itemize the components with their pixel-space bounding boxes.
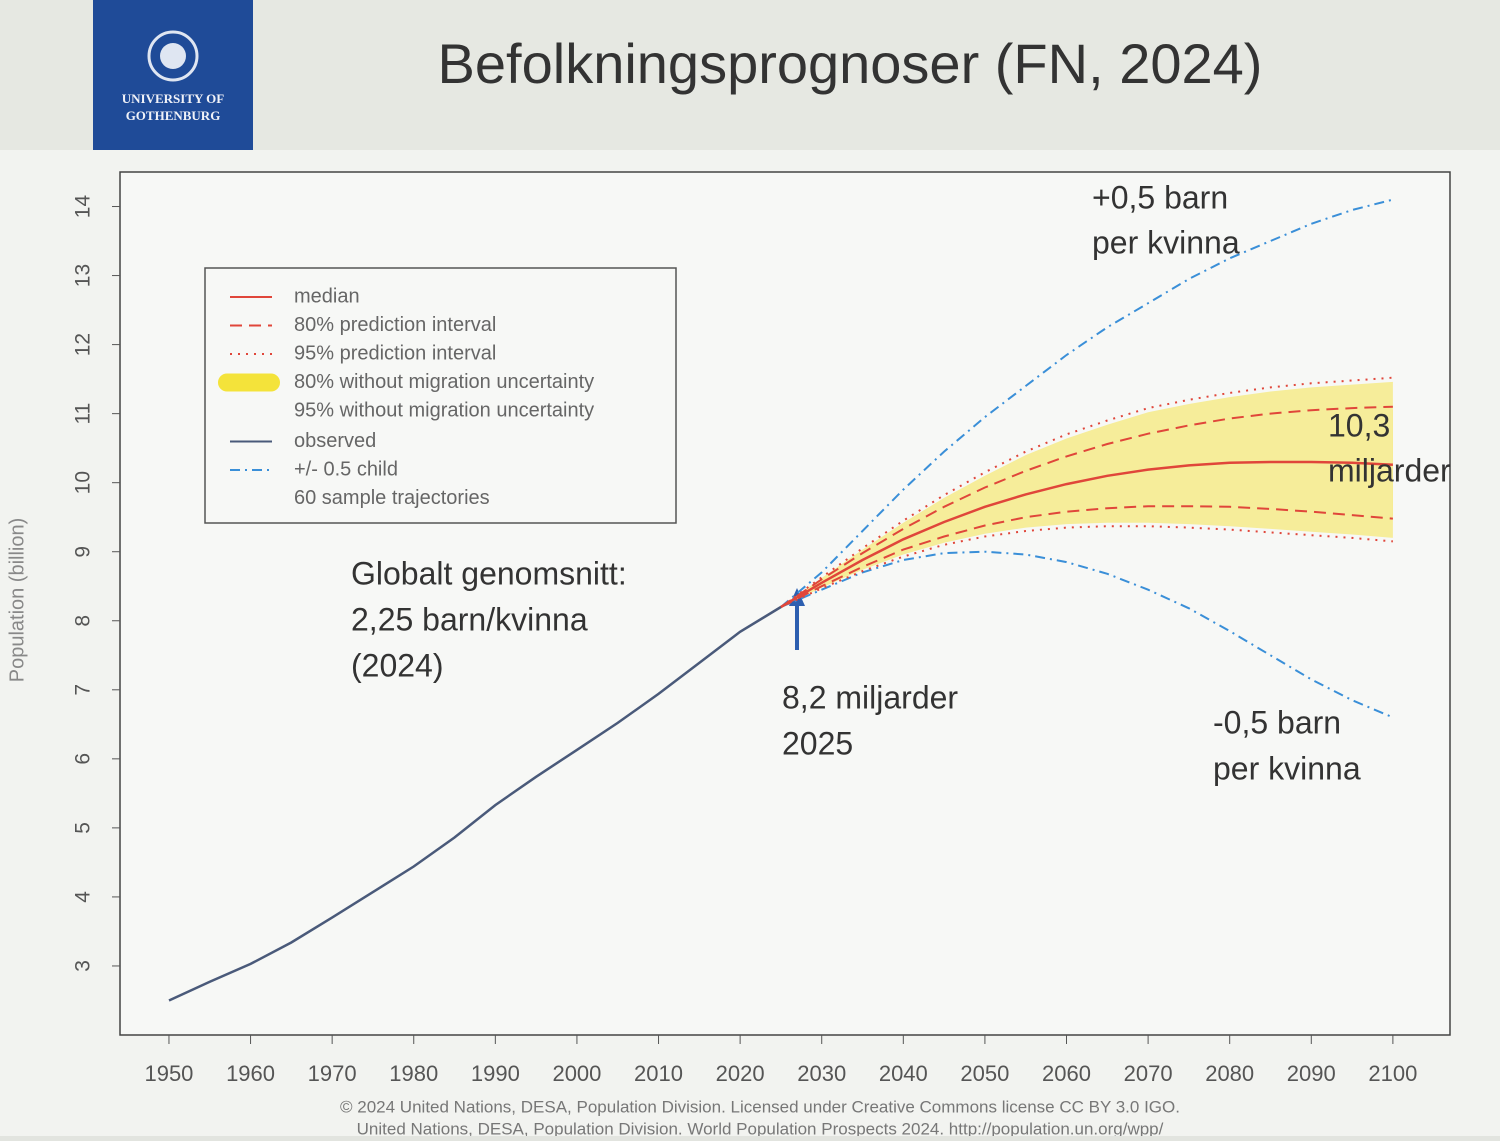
y-tick-label: 11: [72, 403, 95, 425]
y-axis-label: Population (billion): [6, 518, 28, 683]
y-tick-label: 13: [72, 264, 95, 287]
band: [780, 381, 1393, 607]
legend-label: 95% without migration uncertainty: [294, 399, 594, 421]
legend-label: 95% prediction interval: [294, 342, 496, 364]
logo-text-box: UNIVERSITY OF GOTHENBURG: [121, 91, 225, 123]
legend-swatch: [218, 373, 280, 392]
plot: 3 4 5 6 7 8 9 10 11 12 13 14 1950 1960 1970 1980 1990 200…: [72, 195, 1418, 1086]
annotation: per kvinna: [1213, 750, 1361, 786]
series-line: [780, 198, 1394, 608]
source-note: United Nations, DESA, Population Divisio…: [357, 1119, 1164, 1136]
x-tick-label: 1960: [226, 1061, 275, 1086]
x-tick-label: 1980: [389, 1061, 438, 1086]
annotation: -0,5 barn: [1213, 704, 1341, 740]
legend-label: +/- 0.5 child: [294, 458, 398, 480]
legend-label: 80% without migration uncertainty: [294, 371, 594, 393]
x-tick-label: 2070: [1124, 1061, 1173, 1086]
annotation: (2024): [351, 647, 444, 683]
annotation: 8,2 miljarder: [782, 679, 958, 715]
series-line: [780, 505, 1393, 608]
legend-label: 60 sample trajectories: [294, 487, 490, 509]
logo-emblem: [147, 30, 199, 82]
y-tick-label: 7: [72, 684, 95, 696]
annotation: 2025: [782, 725, 853, 761]
legend-box: [204, 267, 677, 524]
y-tick-label: 5: [72, 822, 95, 834]
annotation: 10,3: [1328, 407, 1390, 443]
x-tick-label: 1990: [471, 1061, 520, 1086]
x-tick-label: 2090: [1287, 1061, 1336, 1086]
y-tick-label: 9: [72, 546, 95, 558]
series-line: [168, 605, 782, 1002]
annotation: +0,5 barn: [1092, 179, 1228, 215]
logo-box: [93, 0, 253, 150]
y-tick-label: 12: [72, 333, 95, 356]
y-tick-label: 6: [72, 753, 95, 765]
series-line: [780, 550, 1394, 719]
y-tick-label: 10: [72, 471, 95, 494]
annotation: per kvinna: [1092, 224, 1240, 260]
x-tick-label: 2030: [797, 1061, 846, 1086]
x-tick-label: 2000: [552, 1061, 601, 1086]
x-tick-label: 2080: [1205, 1061, 1254, 1086]
annotation: miljarder: [1328, 452, 1451, 488]
y-tick-label: 14: [72, 195, 95, 219]
x-tick-label: 2100: [1368, 1061, 1417, 1086]
x-tick-label: 1970: [308, 1061, 357, 1086]
x-tick-label: 2010: [634, 1061, 683, 1086]
logo-emblem-core: [160, 43, 186, 69]
logo-text: UNIVERSITY OF GOTHENBURG: [121, 91, 225, 123]
slide-title: Befolkningsprognoser (FN, 2024): [438, 32, 1263, 95]
y-tick-label: 4: [72, 891, 95, 903]
x-tick-label: 2040: [879, 1061, 928, 1086]
series-line: [780, 460, 1393, 609]
annotations: median 80% prediction interval 95% predict…: [218, 179, 1451, 1138]
series-line: [780, 405, 1393, 608]
x-tick-label: 2020: [716, 1061, 765, 1086]
x-tick-label: 1950: [144, 1061, 193, 1086]
annotation: Globalt genomsnitt:: [351, 555, 627, 591]
y-tick-label: 8: [72, 615, 95, 627]
legend-label: median: [294, 285, 360, 307]
y-tick-label: 3: [72, 960, 95, 972]
legend-label: 80% prediction interval: [294, 314, 496, 336]
annotation: 2,25 barn/kvinna: [351, 601, 588, 637]
legend-label: observed: [294, 430, 376, 452]
x-tick-label: 2050: [960, 1061, 1009, 1086]
source-note: © 2024 United Nations, DESA, Population …: [340, 1097, 1180, 1116]
x-tick-label: 2060: [1042, 1061, 1091, 1086]
